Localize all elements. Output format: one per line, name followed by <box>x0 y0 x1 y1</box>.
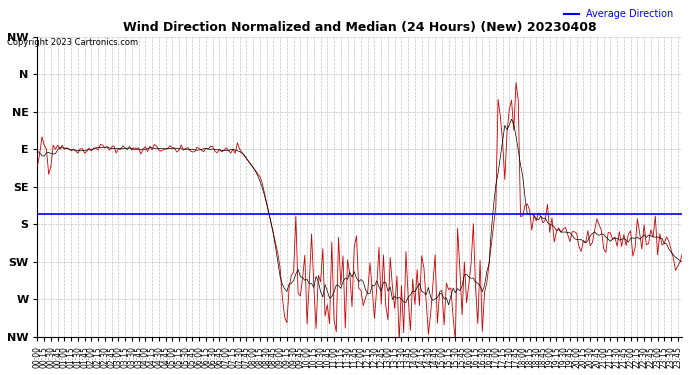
Legend: Average Direction: Average Direction <box>560 6 678 23</box>
Text: Copyright 2023 Cartronics.com: Copyright 2023 Cartronics.com <box>7 38 138 47</box>
Title: Wind Direction Normalized and Median (24 Hours) (New) 20230408: Wind Direction Normalized and Median (24… <box>123 21 597 34</box>
